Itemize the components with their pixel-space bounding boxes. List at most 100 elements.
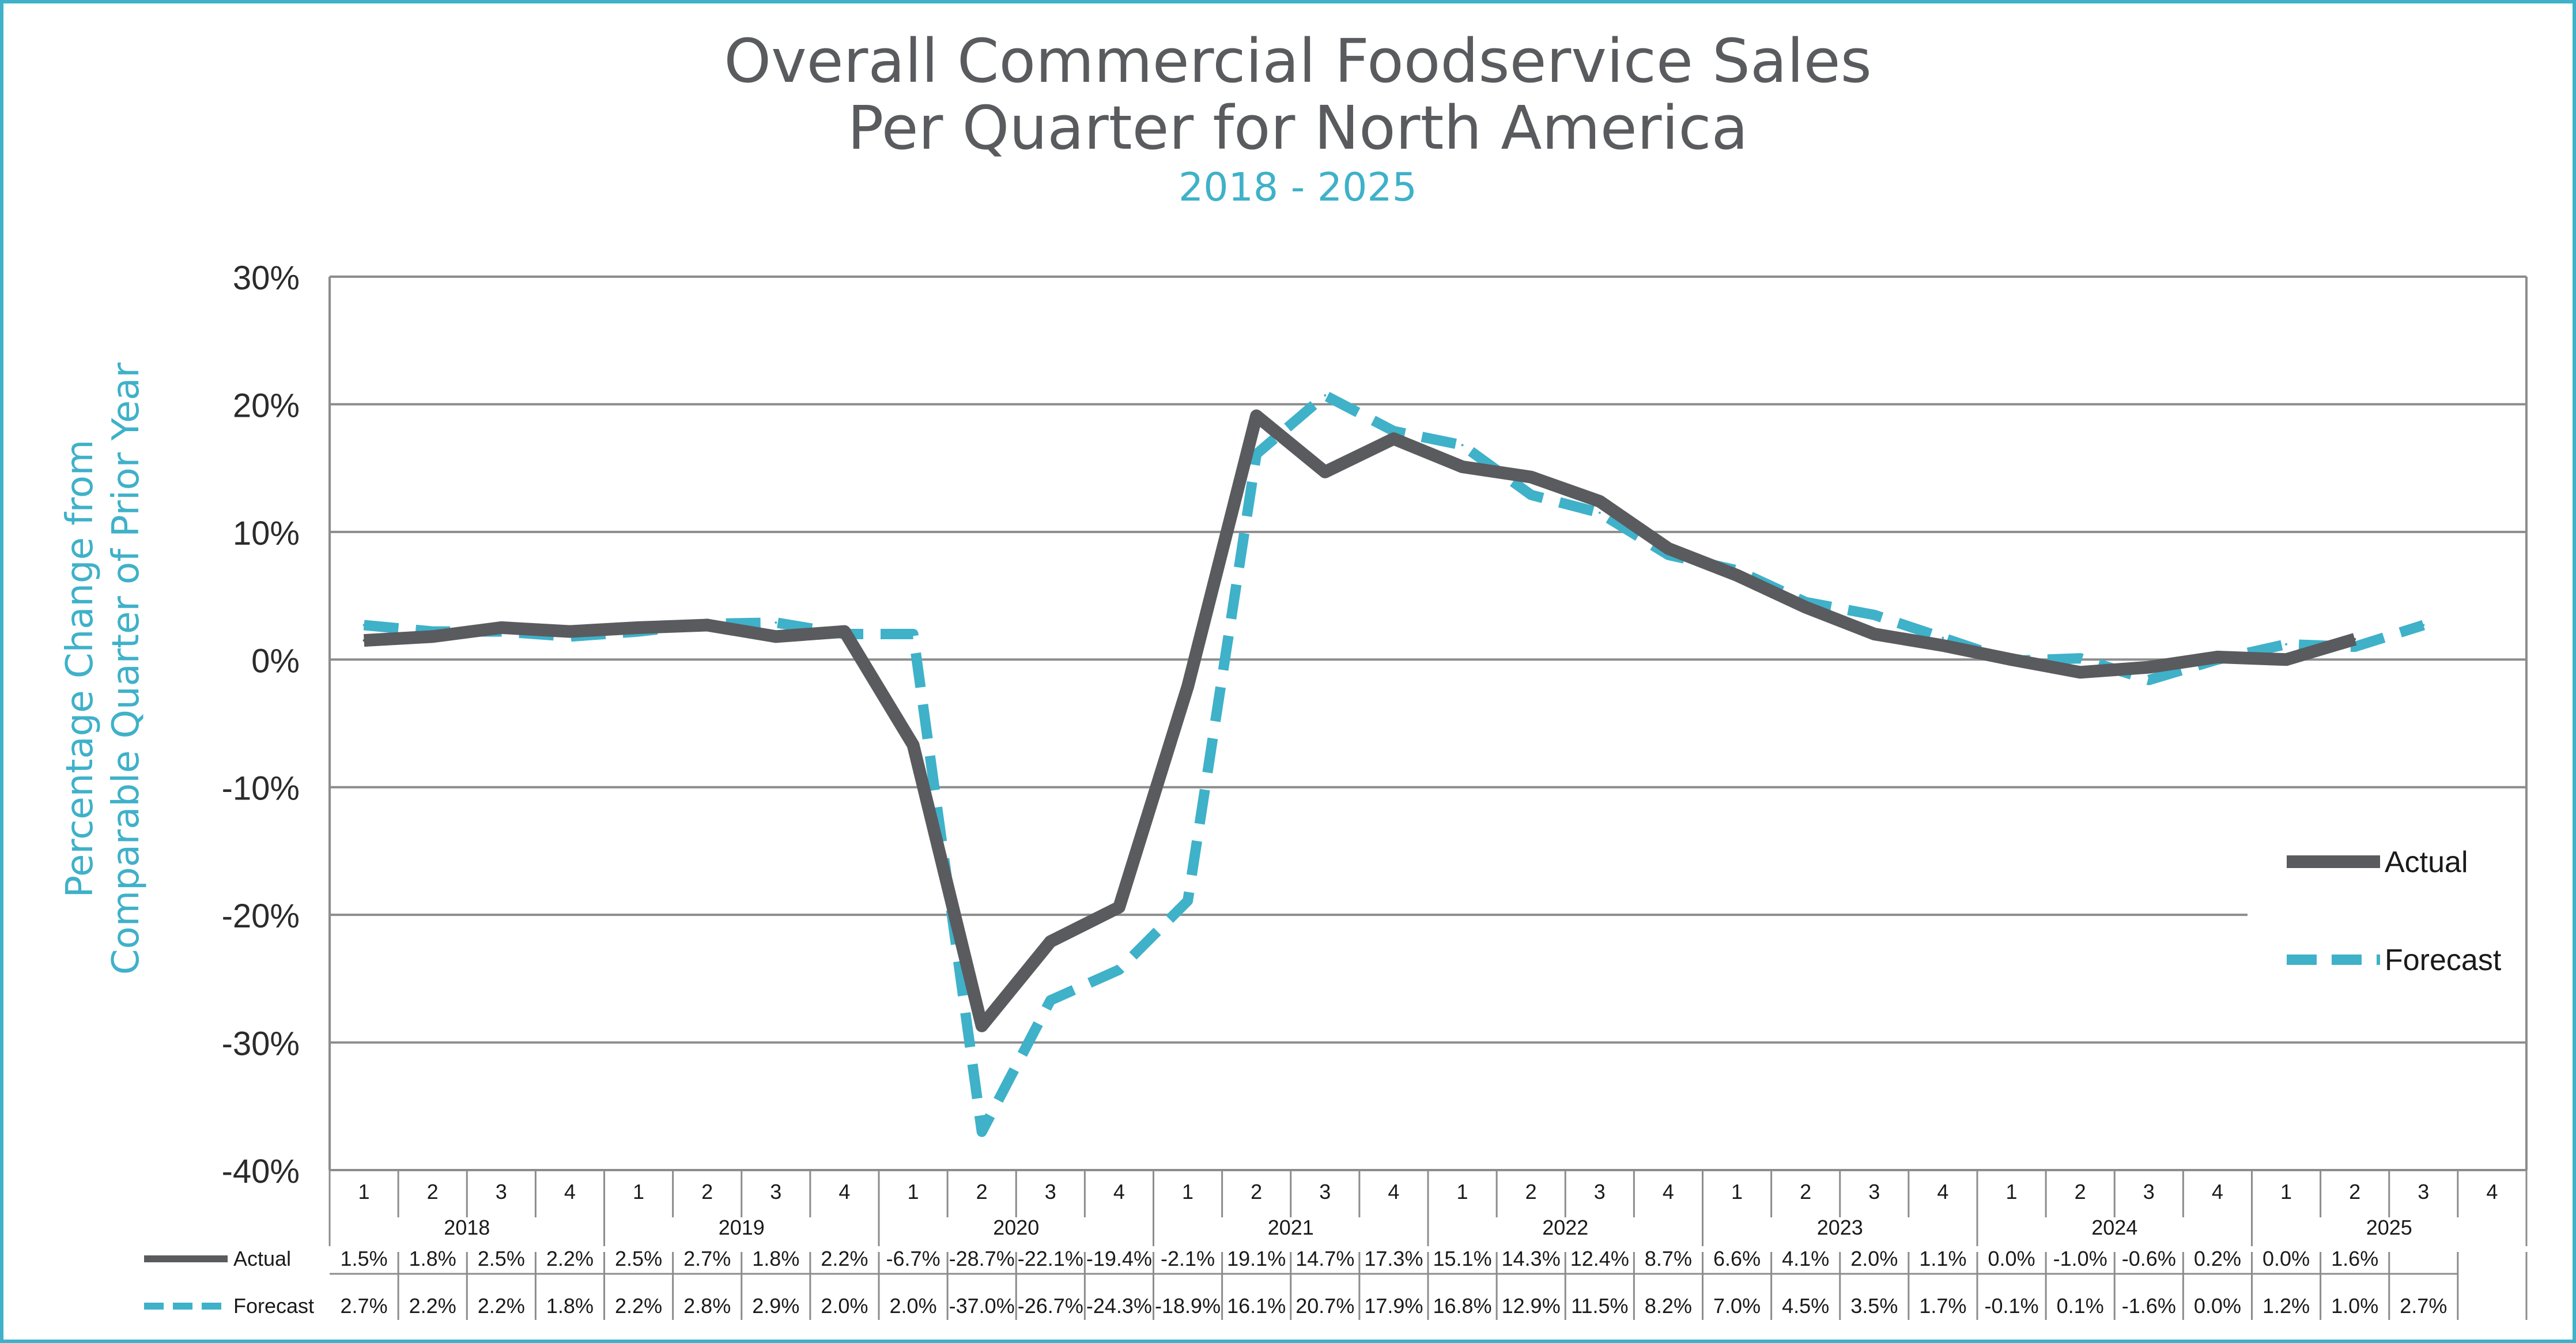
data-label-actual: 15.1% bbox=[1433, 1247, 1492, 1270]
data-label-forecast: 2.2% bbox=[478, 1294, 525, 1318]
data-label-actual: -19.4% bbox=[1086, 1247, 1152, 1270]
quarter-label: 2 bbox=[427, 1180, 439, 1204]
y-tick-label: -40% bbox=[222, 1153, 300, 1190]
data-label-actual: 1.6% bbox=[2331, 1247, 2378, 1270]
data-point-forecast bbox=[1049, 999, 1052, 1002]
quarter-label: 4 bbox=[564, 1180, 576, 1204]
data-label-actual: 1.8% bbox=[752, 1247, 799, 1270]
data-label-forecast: 2.0% bbox=[821, 1294, 868, 1318]
data-label-actual: 2.5% bbox=[478, 1247, 525, 1270]
data-label-forecast: 2.7% bbox=[341, 1294, 388, 1318]
y-tick-label: -10% bbox=[222, 770, 300, 808]
data-label-forecast: -26.7% bbox=[1018, 1294, 1083, 1318]
data-label-actual: 1.5% bbox=[341, 1247, 388, 1270]
data-table: 1 2 3 4 1 2 3 4 1 2 3 4 1 2 3 4 1 2 3 4 1 2 3 4 1 2 3 4 1 2 3 4 2018 2019… bbox=[144, 1170, 2528, 1320]
data-label-actual: 14.7% bbox=[1295, 1247, 1354, 1270]
year-label: 2020 bbox=[993, 1216, 1039, 1239]
data-label-forecast: -18.9% bbox=[1155, 1294, 1221, 1318]
data-point-actual bbox=[1598, 500, 1601, 503]
quarter-label: 4 bbox=[1388, 1180, 1399, 1204]
data-point-actual bbox=[1255, 414, 1258, 417]
quarter-label: 3 bbox=[2143, 1180, 2155, 1204]
quarter-label: 1 bbox=[908, 1180, 919, 1204]
data-point-actual bbox=[1529, 476, 1532, 478]
data-point-forecast bbox=[1461, 444, 1464, 447]
y-axis-label-line1: Percentage Change from bbox=[59, 440, 101, 898]
data-point-forecast bbox=[1255, 452, 1258, 455]
data-point-actual bbox=[1667, 547, 1670, 550]
data-label-actual: -28.7% bbox=[949, 1247, 1015, 1270]
data-point-actual bbox=[2216, 655, 2219, 658]
data-label-forecast: -0.1% bbox=[1985, 1294, 2039, 1318]
data-label-forecast: -24.3% bbox=[1086, 1294, 1152, 1318]
data-point-actual bbox=[1049, 940, 1052, 943]
y-tick-label: 10% bbox=[233, 515, 300, 552]
data-point-forecast bbox=[2285, 643, 2288, 646]
y-axis-label-line2: Comparable Quarter of Prior Year bbox=[105, 362, 148, 975]
data-label-actual: -2.1% bbox=[1161, 1247, 1215, 1270]
data-point-actual bbox=[500, 626, 503, 629]
data-label-actual: 17.3% bbox=[1364, 1247, 1423, 1270]
data-point-actual bbox=[1736, 574, 1739, 577]
data-label-actual: -1.0% bbox=[2053, 1247, 2107, 1270]
data-point-actual bbox=[775, 635, 777, 638]
data-label-actual: -22.1% bbox=[1018, 1247, 1083, 1270]
gridlines bbox=[328, 276, 2528, 1171]
data-label-forecast: 12.9% bbox=[1502, 1294, 1561, 1318]
data-point-forecast bbox=[1324, 394, 1327, 397]
quarter-label: 2 bbox=[976, 1180, 988, 1204]
quarter-label: 3 bbox=[770, 1180, 781, 1204]
data-label-actual: 2.5% bbox=[615, 1247, 662, 1270]
y-tick-label: 0% bbox=[251, 642, 300, 680]
data-point-forecast bbox=[1873, 613, 1876, 616]
quarter-label: 4 bbox=[2212, 1180, 2223, 1204]
data-label-forecast: 1.8% bbox=[546, 1294, 594, 1318]
data-label-forecast: 0.0% bbox=[2194, 1294, 2241, 1318]
data-label-forecast: 8.2% bbox=[1645, 1294, 1692, 1318]
data-point-actual bbox=[1804, 606, 1807, 609]
data-point-actual bbox=[2147, 666, 2150, 669]
data-label-forecast: 0.1% bbox=[2057, 1294, 2104, 1318]
quarter-label: 2 bbox=[701, 1180, 713, 1204]
quarter-label: 3 bbox=[1319, 1180, 1331, 1204]
data-point-actual bbox=[1942, 644, 1944, 647]
quarter-label: 3 bbox=[1594, 1180, 1606, 1204]
quarter-label: 3 bbox=[496, 1180, 507, 1204]
data-point-actual bbox=[637, 626, 640, 629]
data-point-actual bbox=[362, 639, 365, 642]
data-label-actual: 19.1% bbox=[1227, 1247, 1286, 1270]
quarter-label: 2 bbox=[2349, 1180, 2360, 1204]
year-label: 2018 bbox=[444, 1216, 490, 1239]
quarter-label: 4 bbox=[2486, 1180, 2498, 1204]
quarter-label: 4 bbox=[838, 1180, 850, 1204]
data-label-forecast: 20.7% bbox=[1295, 1294, 1354, 1318]
quarter-label: 4 bbox=[1113, 1180, 1125, 1204]
data-point-forecast bbox=[2079, 657, 2082, 660]
y-tick-labels: 30% 20% 10% 0% -10% -20% -30% -40% bbox=[222, 259, 300, 1190]
quarter-label: 3 bbox=[2418, 1180, 2429, 1204]
quarter-label: 2 bbox=[1251, 1180, 1262, 1204]
data-point-actual bbox=[2079, 671, 2082, 674]
data-label-forecast: -37.0% bbox=[949, 1294, 1015, 1318]
data-label-forecast: 4.5% bbox=[1782, 1294, 1829, 1318]
data-point-actual bbox=[1324, 470, 1327, 473]
data-label-actual: 2.0% bbox=[1850, 1247, 1898, 1270]
data-label-actual: 14.3% bbox=[1502, 1247, 1561, 1270]
data-label-actual: 2.2% bbox=[821, 1247, 868, 1270]
quarter-label: 2 bbox=[2075, 1180, 2086, 1204]
data-point-actual bbox=[912, 744, 915, 746]
data-label-forecast: 1.2% bbox=[2263, 1294, 2310, 1318]
table-row-label: Actual bbox=[233, 1247, 291, 1270]
data-point-forecast bbox=[1529, 493, 1532, 496]
data-point-actual bbox=[2285, 658, 2288, 661]
quarter-label: 1 bbox=[633, 1180, 644, 1204]
data-point-forecast bbox=[1942, 636, 1944, 639]
data-label-forecast: 2.9% bbox=[752, 1294, 799, 1318]
data-label-actual: 2.2% bbox=[546, 1247, 594, 1270]
data-label-actual: 1.1% bbox=[1919, 1247, 1966, 1270]
quarter-label: 2 bbox=[1525, 1180, 1537, 1204]
series-lines bbox=[362, 390, 2426, 1137]
data-point-actual bbox=[431, 635, 434, 638]
data-label-forecast: 2.0% bbox=[890, 1294, 937, 1318]
quarter-label: 1 bbox=[2006, 1180, 2018, 1204]
